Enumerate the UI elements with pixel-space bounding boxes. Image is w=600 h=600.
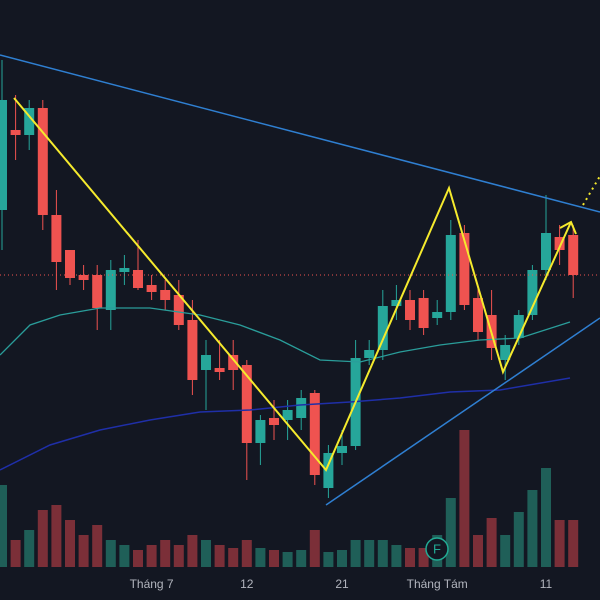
moving-average <box>0 307 571 363</box>
candle-body <box>105 270 116 310</box>
candle-body <box>459 233 470 305</box>
volume-bar <box>459 430 470 567</box>
volume-bar <box>364 540 375 567</box>
volume-bar <box>337 550 347 567</box>
volume-bar <box>241 540 252 567</box>
candle-body <box>201 355 211 370</box>
x-axis <box>0 567 600 600</box>
candle-body <box>364 350 375 358</box>
volume-bar <box>377 540 388 567</box>
volume-bar <box>214 545 225 567</box>
candle-body <box>228 355 239 370</box>
candle-body <box>255 420 266 443</box>
candle-body <box>65 250 75 278</box>
candle-body <box>0 100 7 210</box>
candle-body <box>187 320 198 380</box>
candle-body <box>296 398 307 418</box>
candle-body <box>391 300 402 306</box>
candle-body <box>527 270 538 315</box>
volume-bar <box>37 510 48 567</box>
candle-body <box>405 300 415 320</box>
x-tick-label: 11 <box>540 577 553 591</box>
volume-bar <box>105 540 116 567</box>
candle-body <box>568 235 579 275</box>
candle-body <box>173 295 184 325</box>
volume-bar <box>296 550 307 567</box>
candle-body <box>500 345 511 360</box>
marker <box>425 537 449 561</box>
volume-bar <box>78 535 89 567</box>
volume-bar <box>445 498 456 567</box>
volume-bar <box>92 525 103 567</box>
candle-body <box>513 315 524 338</box>
candle-body <box>146 285 157 292</box>
candle-body <box>309 393 320 475</box>
candle-body <box>119 268 130 272</box>
volume-bar <box>255 548 266 567</box>
volume-bar <box>527 490 538 567</box>
volume-bar <box>391 545 402 567</box>
volume-bar <box>568 520 579 567</box>
candle-body <box>241 365 252 443</box>
candle-body <box>377 306 388 350</box>
volume-bar <box>323 552 334 567</box>
volume-bar <box>500 535 511 567</box>
volume-bar <box>201 540 211 567</box>
volume-bar <box>309 530 320 567</box>
candle-body <box>282 410 293 420</box>
candle-body <box>92 275 103 308</box>
volume-bar <box>187 535 198 567</box>
volume-bar <box>350 540 361 567</box>
volume-bar <box>282 552 293 567</box>
candle-body <box>418 298 429 328</box>
volume-bar <box>541 468 551 567</box>
candle-body <box>160 290 171 300</box>
volume-bar <box>513 512 524 567</box>
volume-bar <box>133 550 143 567</box>
x-tick-label: Tháng 7 <box>130 577 174 591</box>
volume-bar <box>473 535 483 567</box>
volume-bar <box>554 520 565 567</box>
candle-body <box>269 418 279 425</box>
candle-body <box>541 233 551 270</box>
candle-body <box>133 270 143 288</box>
candle-body <box>445 235 456 312</box>
volume-bar <box>146 545 157 567</box>
volume-bar <box>418 548 429 567</box>
volume-bar <box>228 548 239 567</box>
volume-bar <box>160 540 171 567</box>
candle-body <box>24 108 35 135</box>
x-tick-label: 12 <box>240 577 254 591</box>
marker-label: F <box>433 541 441 556</box>
zigzag <box>13 97 572 472</box>
volume-bar <box>10 540 21 567</box>
candle-body <box>10 130 21 135</box>
x-tick-label: 21 <box>335 577 349 591</box>
volume-bar <box>24 530 35 567</box>
candle-body <box>337 446 347 453</box>
candle-body <box>51 215 62 262</box>
arrow-head <box>559 220 577 235</box>
trend-line <box>0 54 600 213</box>
trend-line <box>325 317 600 506</box>
candle-body <box>323 453 334 488</box>
candle-body <box>37 108 48 215</box>
volume-bar <box>65 520 75 567</box>
volume-bar <box>486 518 497 567</box>
candle-body <box>214 368 225 372</box>
candle-body <box>78 275 89 280</box>
volume-bar <box>0 485 7 567</box>
x-tick-label: Tháng Tám <box>407 577 468 591</box>
candle-body <box>432 312 443 318</box>
volume-bar <box>119 545 130 567</box>
volume-bar <box>173 545 184 567</box>
volume-bar <box>51 505 62 567</box>
volume-bar <box>269 550 279 567</box>
candle-body <box>554 237 565 250</box>
candle-body <box>473 298 483 332</box>
moving-average <box>0 377 571 471</box>
volume-bar <box>405 548 415 567</box>
